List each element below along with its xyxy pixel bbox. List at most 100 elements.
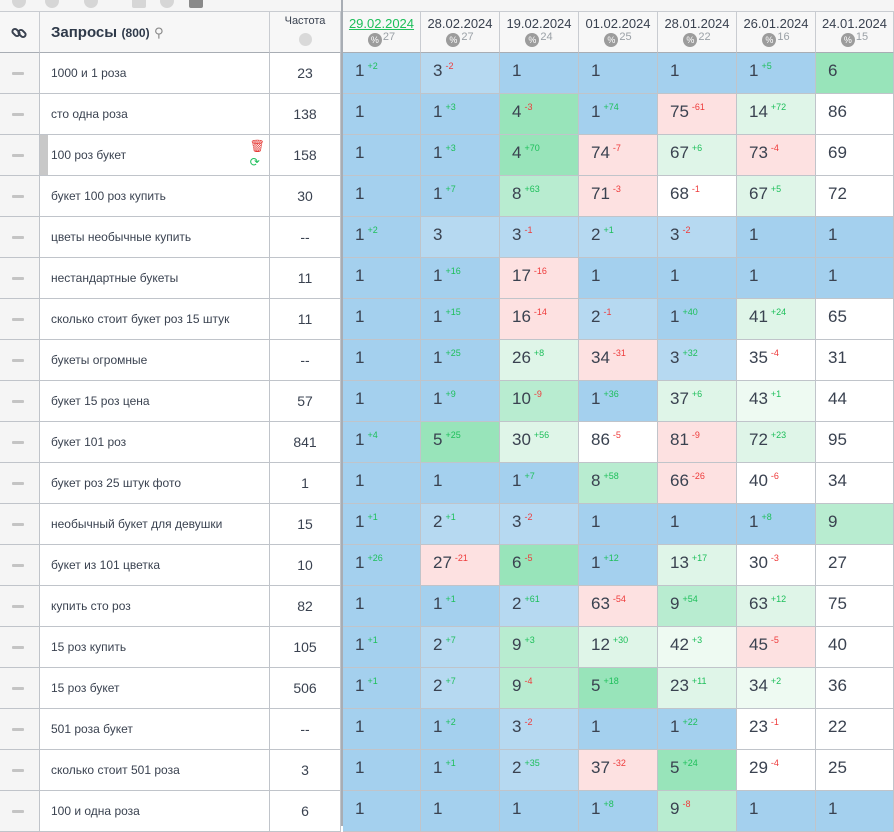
date-label[interactable]: 19.02.2024 — [506, 16, 572, 31]
row-toggle[interactable] — [0, 94, 40, 135]
position-cell[interactable]: 66 -26 — [658, 463, 737, 504]
query-cell[interactable]: 15 роз букет — [40, 668, 270, 709]
position-cell[interactable]: 1 — [343, 299, 421, 340]
table-row[interactable]: 501 роза букет -- 1 1 +2 3 -2 1 1 +22 23 -1 22 — [0, 709, 894, 750]
position-cell[interactable]: 1 +4 — [343, 422, 421, 463]
position-cell[interactable]: 73 -4 — [737, 135, 816, 176]
position-cell[interactable]: 1 — [343, 94, 421, 135]
table-row[interactable]: букет 101 роз 841 1 +4 5 +25 30 +56 86 -5 81 -9 72 +… — [0, 422, 894, 463]
position-cell[interactable]: 1 — [500, 791, 579, 832]
position-cell[interactable]: 6 — [816, 53, 894, 94]
row-toggle[interactable] — [0, 217, 40, 258]
position-cell[interactable]: 1 — [737, 791, 816, 832]
position-cell[interactable]: 2 -1 — [579, 299, 658, 340]
table-row[interactable]: букет 15 роз цена 57 1 1 +9 10 -9 1 +36 37 +6 43 +1… — [0, 381, 894, 422]
position-cell[interactable]: 1 — [343, 381, 421, 422]
position-cell[interactable]: 35 -4 — [737, 340, 816, 381]
table-row[interactable]: сто одна роза 138 1 1 +3 4 -3 1 +74 75 -61 14 +72 86 — [0, 94, 894, 135]
position-cell[interactable]: 9 — [816, 504, 894, 545]
text-case-icon[interactable] — [189, 0, 203, 8]
position-cell[interactable]: 23 +11 — [658, 668, 737, 709]
position-cell[interactable]: 63 -54 — [579, 586, 658, 627]
position-cell[interactable]: 9 +3 — [500, 627, 579, 668]
position-cell[interactable]: 1 +8 — [737, 504, 816, 545]
date-column-header[interactable]: 24.01.2024 % 15 — [816, 12, 894, 53]
position-cell[interactable]: 37 -32 — [579, 750, 658, 791]
position-cell[interactable]: 1 — [816, 217, 894, 258]
position-cell[interactable]: 45 -5 — [737, 627, 816, 668]
row-toggle[interactable] — [0, 258, 40, 299]
link-icon[interactable] — [84, 0, 98, 8]
row-toggle[interactable] — [0, 176, 40, 217]
row-toggle[interactable] — [0, 463, 40, 504]
query-cell[interactable]: сколько стоит 501 роза — [40, 750, 270, 791]
percent-icon[interactable]: % — [762, 32, 777, 47]
position-cell[interactable]: 1 — [343, 709, 421, 750]
position-cell[interactable]: 1 +12 — [579, 545, 658, 586]
position-cell[interactable]: 30 -3 — [737, 545, 816, 586]
position-cell[interactable]: 1 — [737, 217, 816, 258]
query-cell[interactable]: 15 роз купить — [40, 627, 270, 668]
position-cell[interactable]: 72 +23 — [737, 422, 816, 463]
export-icon[interactable] — [132, 0, 146, 8]
date-column-header[interactable]: 01.02.2024 % 25 — [579, 12, 658, 53]
position-cell[interactable]: 86 — [816, 94, 894, 135]
position-cell[interactable]: 13 +17 — [658, 545, 737, 586]
query-cell[interactable]: сто одна роза — [40, 94, 270, 135]
row-toggle[interactable] — [0, 53, 40, 94]
query-cell[interactable]: букет 101 роз — [40, 422, 270, 463]
query-cell[interactable]: 1000 и 1 роза — [40, 53, 270, 94]
position-cell[interactable]: 30 +56 — [500, 422, 579, 463]
percent-icon[interactable]: % — [525, 32, 540, 47]
position-cell[interactable]: 16 -14 — [500, 299, 579, 340]
position-cell[interactable]: 4 -3 — [500, 94, 579, 135]
row-toggle[interactable] — [0, 545, 40, 586]
position-cell[interactable]: 29 -4 — [737, 750, 816, 791]
date-label[interactable]: 28.02.2024 — [427, 16, 493, 31]
position-cell[interactable]: 1 +3 — [421, 94, 500, 135]
percent-icon[interactable]: % — [840, 32, 855, 47]
table-row[interactable]: 100 роз букет 🗑 ⟳ 158 1 1 +3 4 +70 74 -7 67 +6 73 -4 6… — [0, 135, 894, 176]
position-cell[interactable]: 1 +2 — [421, 709, 500, 750]
position-cell[interactable]: 23 -1 — [737, 709, 816, 750]
row-toggle[interactable] — [0, 668, 40, 709]
table-row[interactable]: необычный букет для девушки 15 1 +1 2 +1 3 -2 1… — [0, 504, 894, 545]
position-cell[interactable]: 1 — [579, 504, 658, 545]
row-toggle[interactable] — [0, 504, 40, 545]
position-cell[interactable]: 75 -61 — [658, 94, 737, 135]
query-cell[interactable]: букет 100 роз купить — [40, 176, 270, 217]
position-cell[interactable]: 1 +16 — [421, 258, 500, 299]
position-cell[interactable]: 5 +18 — [579, 668, 658, 709]
position-cell[interactable]: 5 +25 — [421, 422, 500, 463]
position-cell[interactable]: 95 — [816, 422, 894, 463]
percent-icon[interactable]: % — [604, 32, 619, 47]
position-cell[interactable]: 1 +1 — [421, 586, 500, 627]
position-cell[interactable]: 2 +1 — [579, 217, 658, 258]
row-toggle[interactable] — [0, 422, 40, 463]
position-cell[interactable]: 3 -2 — [500, 504, 579, 545]
position-cell[interactable]: 14 +72 — [737, 94, 816, 135]
position-cell[interactable]: 9 +54 — [658, 586, 737, 627]
position-cell[interactable]: 10 -9 — [500, 381, 579, 422]
row-toggle[interactable] — [0, 586, 40, 627]
date-column-header[interactable]: 26.01.2024 % 16 — [737, 12, 816, 53]
refresh-icon[interactable]: ⟳ — [249, 155, 260, 169]
table-row[interactable]: 15 роз букет 506 1 +1 2 +7 9 -4 5 +18 23 +11 34 +2 36 — [0, 668, 894, 709]
frequency-header[interactable]: Частота — [270, 12, 341, 53]
position-cell[interactable]: 67 +6 — [658, 135, 737, 176]
query-cell[interactable]: 100 роз букет 🗑 ⟳ — [40, 135, 270, 176]
date-column-header[interactable]: 19.02.2024 % 24 — [500, 12, 579, 53]
table-row[interactable]: букет роз 25 штук фото 1 1 1 1 +7 8 +58 66 -26 40… — [0, 463, 894, 504]
position-cell[interactable]: 5 +24 — [658, 750, 737, 791]
position-cell[interactable]: 1 +74 — [579, 94, 658, 135]
position-cell[interactable]: 3 — [421, 217, 500, 258]
row-toggle[interactable] — [0, 750, 40, 791]
sort-icon[interactable] — [12, 0, 26, 8]
position-cell[interactable]: 1 — [658, 258, 737, 299]
position-cell[interactable]: 36 — [816, 668, 894, 709]
table-row[interactable]: букет 100 роз купить 30 1 1 +7 8 +63 71 -3 68 -1 6… — [0, 176, 894, 217]
position-cell[interactable]: 41 +24 — [737, 299, 816, 340]
row-toggle[interactable] — [0, 381, 40, 422]
position-cell[interactable]: 40 — [816, 627, 894, 668]
position-cell[interactable]: 1 +2 — [343, 217, 421, 258]
